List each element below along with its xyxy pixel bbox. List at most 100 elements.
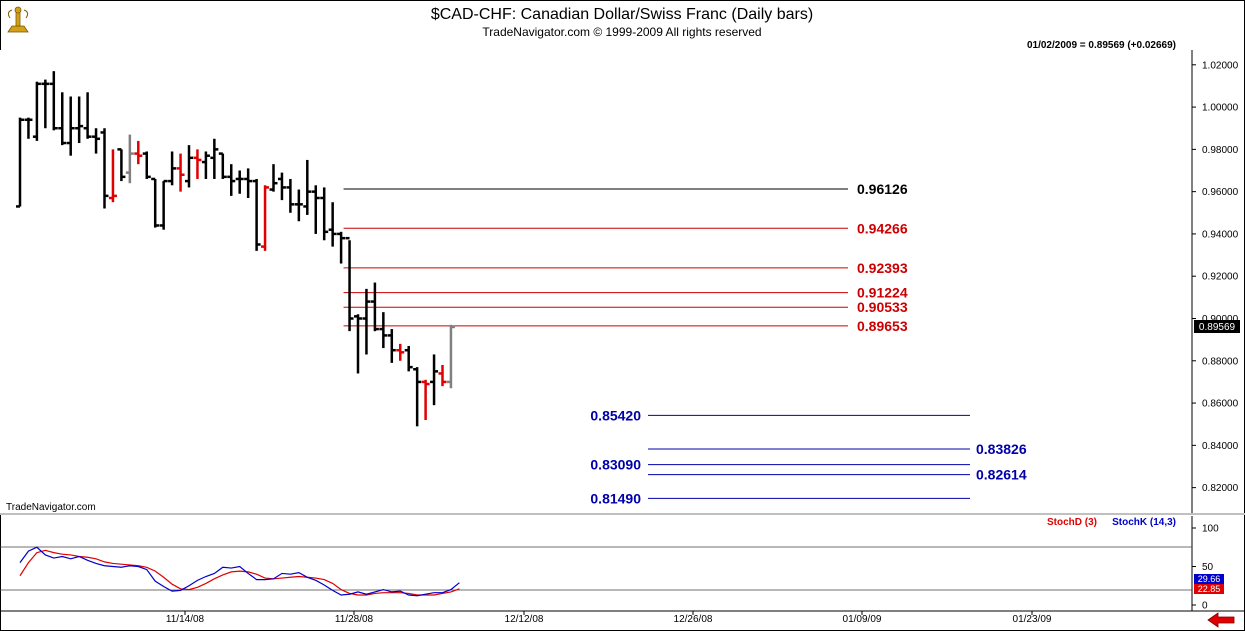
ohlc-bar: [185, 145, 193, 188]
chart-title: $CAD-CHF: Canadian Dollar/Swiss Franc (D…: [431, 6, 813, 23]
level-label: 0.82614: [976, 467, 1027, 483]
level-label: 0.92393: [857, 260, 908, 276]
stoch-value-tags: 29.66 22.85: [1194, 574, 1224, 594]
stoch-axis: 100 50 0: [1192, 524, 1219, 612]
ohlc-bar: [176, 153, 185, 192]
date-tick-label: 11/28/08: [335, 614, 374, 625]
level-label: 0.85420: [590, 407, 641, 423]
ohlc-bar: [421, 379, 430, 420]
ohlc-bar: [49, 71, 58, 131]
ohlc-bar: [100, 128, 109, 209]
level-label: 0.83090: [590, 457, 641, 473]
price-tick-label: 0.92000: [1202, 272, 1239, 283]
stoch-lines: [19, 546, 460, 597]
ohlc-bar: [201, 151, 210, 179]
price-tick-label: 0.94000: [1202, 229, 1239, 240]
copyright-text: TradeNavigator.com © 1999-2009 All right…: [482, 25, 761, 39]
ohlc-bar: [16, 117, 24, 208]
stoch-tick-label: 100: [1202, 524, 1219, 535]
date-tick-label: 12/12/08: [505, 614, 544, 625]
ohlc-bar: [446, 324, 455, 389]
price-pane: 1.02000 1.00000 0.98000 0.96000 0.94000 0.920…: [0, 50, 1240, 513]
stoch-k-tag: 29.66: [1198, 574, 1221, 584]
price-tick-label: 0.98000: [1202, 145, 1239, 156]
trade-navigator-logo-icon: [7, 6, 29, 33]
ohlc-bar: [24, 117, 33, 139]
ohlc-bar: [193, 149, 202, 179]
level-label: 0.89653: [857, 318, 908, 334]
ohlc-bar: [311, 185, 320, 234]
ohlc-bar: [303, 159, 312, 215]
ohlc-bar: [252, 178, 261, 251]
ohlc-bar: [218, 152, 227, 179]
date-axis: 11/14/08 11/28/08 12/12/08 12/26/08 01/09/09…: [166, 611, 1052, 625]
ohlc-bar: [92, 128, 101, 154]
ohlc-bar: [413, 367, 422, 427]
last-price-tag: 0.89569: [1194, 320, 1240, 333]
level-label: 0.83826: [976, 441, 1027, 457]
ohlc-bar: [430, 354, 439, 406]
ohlc-bar: [151, 177, 160, 228]
ohlc-bar: [75, 96, 84, 144]
legend-stoch-d: StochD (3): [1047, 517, 1097, 528]
date-tick-label: 12/26/08: [674, 614, 713, 625]
last-price-tag-box: [1194, 320, 1240, 333]
scroll-left-arrow-icon[interactable]: [1207, 612, 1235, 628]
stochastic-pane: 100 50 0 StochD (3) StochK (14,3) 29.66 22…: [0, 516, 1224, 612]
price-tick-label: 1.02000: [1202, 60, 1239, 71]
last-quote-readout: 01/02/2009 = 0.89569 (+0.02669): [1027, 40, 1176, 51]
stoch-d-line: [19, 549, 460, 596]
ohlc-bar: [125, 134, 134, 184]
level-label: 0.91224: [857, 285, 908, 301]
ohlc-bar: [108, 149, 117, 203]
price-tick-label: 0.90000: [1202, 314, 1239, 325]
stoch-k-tag-box: [1194, 574, 1224, 584]
ohlc-bar: [438, 365, 447, 387]
stoch-tick-label: 0: [1202, 601, 1208, 612]
price-tick-label: 0.88000: [1202, 356, 1239, 367]
ohlc-bar: [269, 164, 278, 192]
ohlc-bar: [345, 236, 354, 332]
ohlc-bar: [320, 187, 329, 241]
ohlc-bar: [379, 312, 388, 349]
ohlc-bar: [235, 170, 244, 194]
ohlc-bar: [41, 79, 50, 129]
level-label: 0.96126: [857, 181, 908, 197]
ohlc-bar: [277, 172, 286, 201]
price-tick-label: 0.86000: [1202, 399, 1239, 410]
ohlc-bar: [404, 345, 413, 372]
ohlc-bar: [286, 178, 295, 213]
price-tick-label: 0.82000: [1202, 483, 1239, 494]
date-tick-label: 01/09/09: [843, 614, 882, 625]
ohlc-bar: [362, 288, 371, 355]
watermark-text: TradeNavigator.com: [6, 502, 96, 513]
ohlc-bar: [117, 148, 126, 182]
ohlc-bar: [83, 92, 92, 139]
ohlc-bar: [244, 168, 253, 198]
ohlc-bar: [142, 151, 151, 179]
ohlc-bar: [210, 138, 219, 179]
level-label: 0.90533: [857, 299, 908, 315]
ohlc-bar: [168, 151, 177, 186]
ohlc-bar: [32, 81, 41, 141]
ohlc-bar: [387, 329, 396, 363]
stoch-d-tag-box: [1194, 584, 1224, 594]
stoch-k-line: [19, 546, 460, 597]
last-price-tag-label: 0.89569: [1199, 322, 1236, 333]
legend-stoch-k: StochK (14,3): [1112, 517, 1176, 528]
price-plot-area: [0, 50, 1192, 513]
price-tick-label: 0.96000: [1202, 187, 1239, 198]
stoch-tick-label: 50: [1202, 562, 1214, 573]
level-label: 0.81490: [590, 490, 641, 506]
ohlc-bar: [159, 179, 168, 230]
ohlc-bar: [66, 96, 75, 156]
ohlc-bar: [396, 343, 405, 361]
price-tick-label: 0.84000: [1202, 441, 1239, 452]
ohlc-bar: [58, 92, 67, 146]
ohlc-bar: [337, 231, 346, 264]
stoch-d-tag: 22.85: [1198, 584, 1221, 594]
ohlc-bar: [370, 282, 379, 332]
date-tick-label: 11/14/08: [166, 614, 205, 625]
